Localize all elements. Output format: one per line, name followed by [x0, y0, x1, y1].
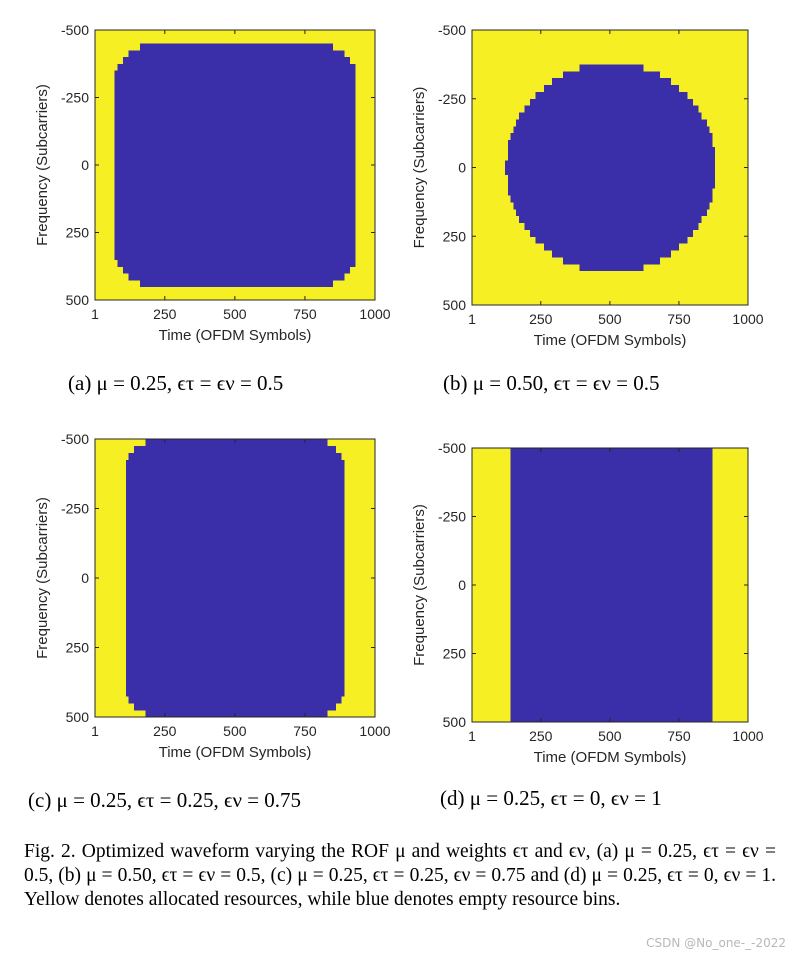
x-tick-label: 750	[667, 311, 691, 327]
y-tick-label: 500	[443, 714, 467, 730]
x-tick-label: 750	[293, 306, 317, 322]
panel-b: 1 250 500 750 1000 -500 -250 0 250 500 Time (OFDM …	[400, 0, 800, 360]
y-tick-label: 500	[66, 292, 90, 308]
x-axis-label: Time (OFDM Symbols)	[159, 744, 312, 761]
x-tick-label: 1	[468, 311, 476, 327]
y-tick-label: 0	[81, 157, 89, 173]
x-tick-label: 1000	[732, 728, 763, 744]
empty-region	[125, 439, 345, 718]
empty-region	[510, 448, 713, 723]
x-tick-label: 1000	[359, 723, 390, 739]
y-axis-label: Frequency (Subcarriers)	[34, 84, 51, 246]
x-tick-label: 750	[667, 728, 691, 744]
y-tick-label: 0	[81, 570, 89, 586]
subcaption-c: (c) μ = 0.25, ϵτ = 0.25, ϵν = 0.75	[28, 788, 302, 812]
y-tick-label: 250	[443, 646, 467, 662]
y-tick-label: -250	[61, 501, 89, 517]
panel-c: 1 250 500 750 1000 -500 -250 0 250 500 Time (OFDM …	[0, 415, 400, 775]
y-tick-label: 0	[458, 160, 466, 176]
x-tick-label: 500	[223, 306, 247, 322]
subcaption-d: (d) μ = 0.25, ϵτ = 0, ϵν = 1	[440, 786, 662, 810]
watermark: CSDN @No_one-_-2022	[646, 936, 786, 950]
heatmap-c: 1 250 500 750 1000 -500 -250 0 250 500 Time (OFDM …	[34, 431, 391, 761]
x-tick-label: 500	[598, 311, 622, 327]
x-tick-label: 500	[223, 723, 247, 739]
x-tick-label: 250	[153, 723, 177, 739]
y-tick-label: -500	[438, 440, 466, 456]
empty-region	[114, 43, 356, 287]
x-tick-label: 750	[293, 723, 317, 739]
y-tick-label: 500	[66, 709, 90, 725]
y-tick-label: -500	[61, 431, 89, 447]
y-tick-label: -250	[61, 90, 89, 106]
heatmap-b: 1 250 500 750 1000 -500 -250 0 250 500 Time (OFDM …	[411, 22, 764, 349]
y-axis-label: Frequency (Subcarriers)	[411, 87, 428, 249]
y-axis-label: Frequency (Subcarriers)	[411, 504, 428, 666]
y-tick-label: 250	[66, 225, 90, 241]
x-tick-label: 1000	[732, 311, 763, 327]
heatmap-d: 1 250 500 750 1000 -500 -250 0 250 500 Time (OFDM …	[411, 440, 764, 766]
y-tick-label: 250	[443, 228, 467, 244]
y-tick-label: -500	[438, 22, 466, 38]
figure-caption: Fig. 2. Optimized waveform varying the R…	[24, 841, 776, 910]
subcaption-b: (b) μ = 0.50, ϵτ = ϵν = 0.5	[443, 371, 660, 395]
y-tick-label: -500	[61, 22, 89, 38]
y-tick-label: -250	[438, 91, 466, 107]
empty-region	[505, 64, 716, 272]
y-tick-label: 0	[458, 577, 466, 593]
y-tick-label: 500	[443, 297, 467, 313]
panel-d: 1 250 500 750 1000 -500 -250 0 250 500 Time (OFDM …	[400, 415, 800, 775]
y-tick-label: 250	[66, 640, 90, 656]
panel-a: 1 250 500 750 1000 -500 -250 0 250 500 Time (OFDM …	[0, 0, 400, 360]
x-tick-label: 250	[529, 311, 553, 327]
subcaption-a: (a) μ = 0.25, ϵτ = ϵν = 0.5	[68, 371, 284, 395]
x-tick-label: 250	[153, 306, 177, 322]
x-tick-label: 1000	[359, 306, 390, 322]
y-axis-label: Frequency (Subcarriers)	[34, 497, 51, 659]
x-axis-label: Time (OFDM Symbols)	[159, 327, 312, 344]
x-tick-label: 1	[91, 723, 99, 739]
x-tick-label: 500	[598, 728, 622, 744]
heatmap-a: 1 250 500 750 1000 -500 -250 0 250 500 Time (OFDM …	[34, 22, 391, 344]
x-tick-label: 1	[91, 306, 99, 322]
x-tick-label: 250	[529, 728, 553, 744]
x-axis-label: Time (OFDM Symbols)	[534, 749, 687, 766]
x-axis-label: Time (OFDM Symbols)	[534, 332, 687, 349]
x-tick-label: 1	[468, 728, 476, 744]
y-tick-label: -250	[438, 509, 466, 525]
